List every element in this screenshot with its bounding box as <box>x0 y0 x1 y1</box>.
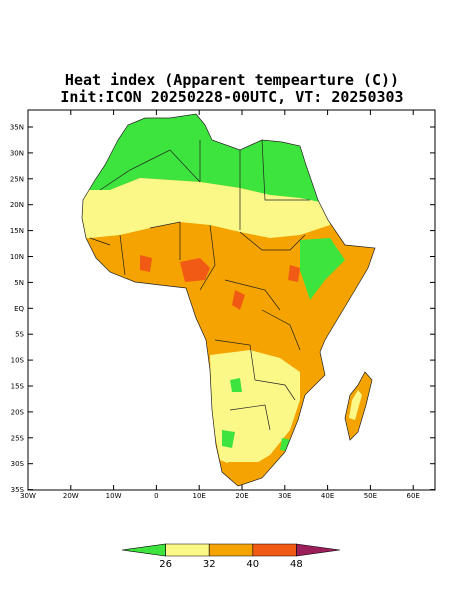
lon-label: 20E <box>235 492 248 500</box>
lat-label: 25N <box>10 175 24 183</box>
lon-label: 10W <box>106 492 122 500</box>
lon-label: 40E <box>321 492 334 500</box>
madagascar-fill <box>349 390 362 420</box>
colorbar-label: 48 <box>290 559 303 570</box>
lat-label: 30S <box>11 460 25 468</box>
colorbar: 26 32 40 48 <box>121 543 341 570</box>
colorbar-segment <box>252 543 297 557</box>
lat-label: 15N <box>10 227 24 235</box>
lat-label: 35N <box>10 124 24 132</box>
lon-label: 50E <box>364 492 377 500</box>
lon-label: 0 <box>154 492 158 500</box>
title: Heat index (Apparent tempearture (C)) <box>65 71 399 89</box>
lat-label: 20N <box>10 201 24 209</box>
country-borders <box>89 139 310 431</box>
lon-label: 20W <box>63 492 79 500</box>
lon-label: 10E <box>193 492 206 500</box>
lat-label: 35S <box>11 486 25 494</box>
lat-label: 5N <box>14 279 24 287</box>
colorbar-segment <box>165 543 210 557</box>
lat-label: 5S <box>15 331 24 339</box>
axis-ticks: 30W 20W 10W 0 10E 20E 30E 40E 50E 60E 35N 30N 25N 20N… <box>10 110 435 500</box>
lon-label: 30W <box>20 492 36 500</box>
colorbar-label: 40 <box>246 559 259 570</box>
lat-label: 10N <box>10 253 24 261</box>
lat-label: 30N <box>10 149 24 157</box>
colorbar-segment <box>208 543 254 557</box>
lat-label: 10S <box>11 357 25 365</box>
lat-label: EQ <box>14 305 24 313</box>
lon-label: 60E <box>407 492 420 500</box>
coastline <box>81 113 376 487</box>
lon-label: 30E <box>278 492 291 500</box>
colorbar-label: 26 <box>159 559 172 570</box>
colorbar-segment <box>121 543 166 557</box>
colorbar-segment <box>296 543 341 557</box>
colorbar-label: 32 <box>203 559 216 570</box>
subtitle: Init:ICON 20250228-00UTC, VT: 20250303 <box>60 88 403 106</box>
lat-label: 15S <box>11 383 25 391</box>
lat-label: 20S <box>11 408 25 416</box>
lat-label: 25S <box>11 434 25 442</box>
